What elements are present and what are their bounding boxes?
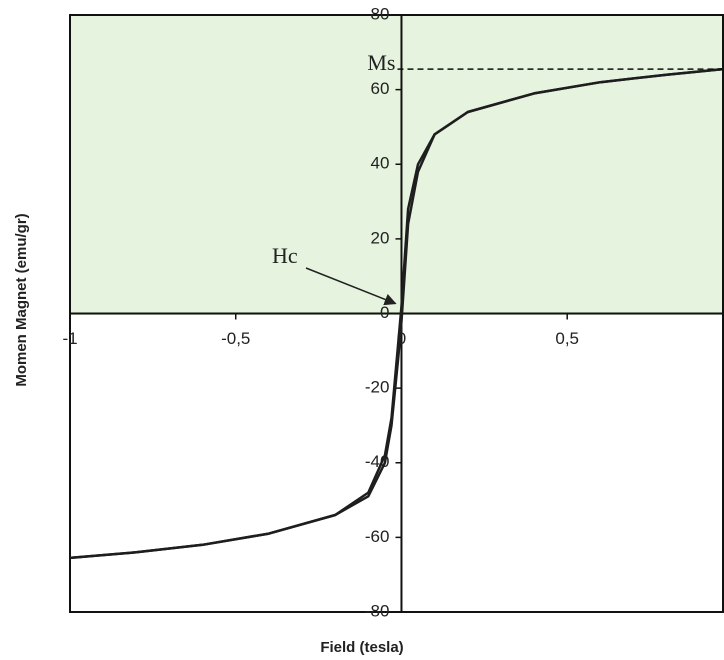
y-tick-label: 0 xyxy=(380,303,389,322)
y-tick-label: 80 xyxy=(371,4,390,23)
y-tick-label: -60 xyxy=(365,527,390,546)
x-axis-title: Field (tesla) xyxy=(320,639,403,656)
y-tick-label: 40 xyxy=(371,154,390,173)
y-tick-label: -80 xyxy=(365,601,390,620)
y-tick-label: 20 xyxy=(371,228,390,247)
y-tick-label: 60 xyxy=(371,79,390,98)
y-axis-title: Momen Magnet (emu/gr) xyxy=(13,213,30,386)
x-tick-label: 0,5 xyxy=(555,329,579,348)
x-tick-label: -0,5 xyxy=(221,329,250,348)
x-tick-label: -1 xyxy=(62,329,77,348)
ms-label: Ms xyxy=(367,50,395,75)
hc-label: Hc xyxy=(272,243,298,268)
chart: Field (tesla) Momen Magnet (emu/gr) -80 -… xyxy=(0,0,724,660)
y-tick-label: -20 xyxy=(365,378,390,397)
